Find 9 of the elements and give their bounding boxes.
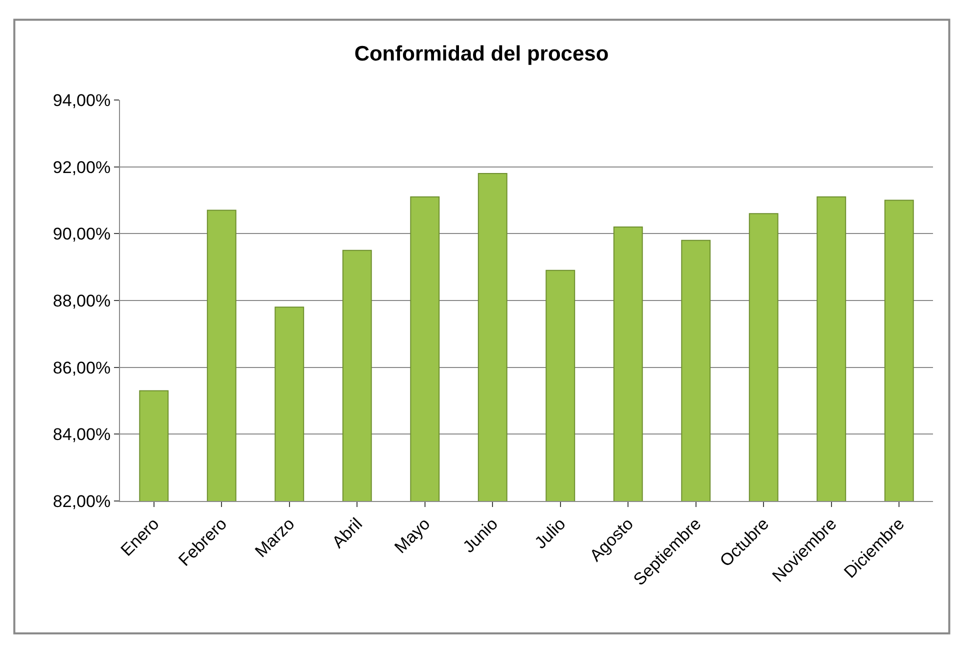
y-tick-label: 92,00% bbox=[52, 158, 111, 177]
y-tick-label: 90,00% bbox=[52, 224, 111, 244]
y-tick-label: 84,00% bbox=[52, 425, 111, 444]
y-tick-label: 94,00% bbox=[52, 90, 111, 110]
y-tick-label: 88,00% bbox=[52, 291, 111, 310]
chart-title: Conformidad del proceso bbox=[354, 42, 609, 66]
y-tick-label: 82,00% bbox=[52, 492, 111, 511]
x-tick-label: Julio bbox=[531, 514, 570, 552]
y-tick-label: 86,00% bbox=[52, 358, 111, 378]
